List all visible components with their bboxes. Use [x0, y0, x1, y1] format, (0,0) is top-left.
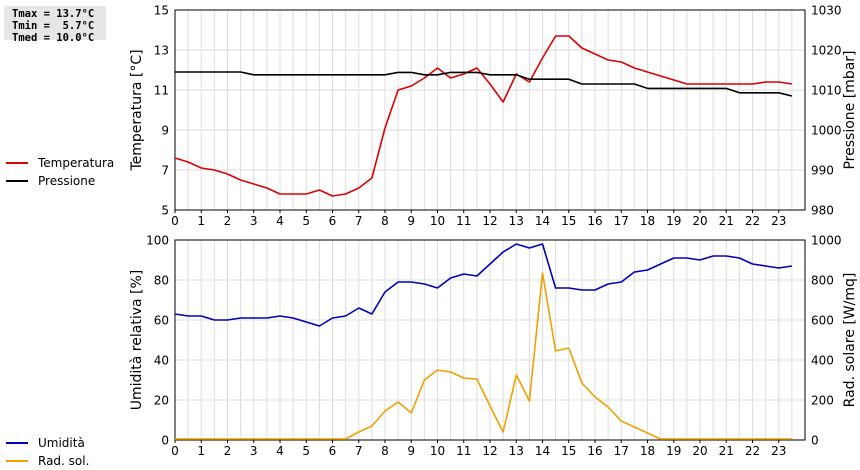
x-tick-label-top: 13 — [509, 214, 524, 228]
y2-tick-label-bottom: 800 — [811, 274, 834, 288]
x-tick-label-top: 16 — [587, 214, 602, 228]
y-tick-label-top: 9 — [161, 124, 169, 138]
x-tick-label-top: 1 — [197, 214, 205, 228]
legend-item-umidita: Umidità — [6, 434, 89, 452]
y2-tick-label-bottom: 1000 — [811, 234, 842, 248]
y-tick-label-top: 5 — [161, 204, 169, 218]
x-tick-label-bottom: 10 — [430, 444, 445, 458]
y2-tick-label-top: 1030 — [811, 4, 842, 18]
x-tick-label-bottom: 5 — [302, 444, 310, 458]
y-tick-label-bottom: 20 — [154, 394, 169, 408]
x-tick-label-top: 8 — [381, 214, 389, 228]
y2-tick-label-bottom: 0 — [811, 434, 819, 448]
x-tick-label-top: 0 — [171, 214, 179, 228]
y-tick-label-bottom: 0 — [161, 434, 169, 448]
y-tick-label-top: 13 — [154, 44, 169, 58]
y2-tick-label-bottom: 400 — [811, 354, 834, 368]
x-tick-label-bottom: 19 — [666, 444, 681, 458]
x-tick-label-top: 20 — [692, 214, 707, 228]
y2-tick-label-bottom: 200 — [811, 394, 834, 408]
x-tick-label-top: 9 — [407, 214, 415, 228]
x-tick-label-bottom: 14 — [535, 444, 550, 458]
y-tick-label-top: 7 — [161, 164, 169, 178]
x-tick-label-bottom: 20 — [692, 444, 707, 458]
stat-tmin: Tmin = 5.7°C — [12, 20, 95, 32]
x-tick-label-top: 11 — [456, 214, 471, 228]
legend-label-pressione: Pressione — [38, 174, 96, 188]
stat-tmed: Tmed = 10.0°C — [12, 32, 95, 44]
stats-box: Tmax = 13.7°C Tmin = 5.7°C Tmed = 10.0°C — [4, 6, 106, 44]
x-tick-label-top: 19 — [666, 214, 681, 228]
y-axis-title-bottom: Umidità relativa [%] — [129, 270, 145, 411]
legend-swatch-pressione — [6, 180, 28, 182]
x-tick-label-bottom: 7 — [355, 444, 363, 458]
x-tick-label-top: 3 — [250, 214, 258, 228]
legend-swatch-temperatura — [6, 162, 28, 164]
x-tick-label-top: 15 — [561, 214, 576, 228]
x-tick-label-bottom: 4 — [276, 444, 284, 458]
x-tick-label-top: 12 — [482, 214, 497, 228]
x-tick-label-top: 17 — [614, 214, 629, 228]
x-tick-label-top: 21 — [719, 214, 734, 228]
x-tick-label-top: 14 — [535, 214, 550, 228]
x-tick-label-bottom: 21 — [719, 444, 734, 458]
y-tick-label-bottom: 100 — [146, 234, 169, 248]
x-tick-label-top: 7 — [355, 214, 363, 228]
x-tick-label-bottom: 1 — [197, 444, 205, 458]
x-tick-label-bottom: 6 — [329, 444, 337, 458]
x-tick-label-bottom: 22 — [745, 444, 760, 458]
y2-axis-title-bottom: Rad. solare [W/mq] — [842, 273, 858, 408]
legend-label-umidita: Umidità — [38, 436, 85, 450]
x-tick-label-bottom: 11 — [456, 444, 471, 458]
legend-swatch-umidita — [6, 442, 28, 444]
x-tick-label-bottom: 8 — [381, 444, 389, 458]
x-tick-label-top: 23 — [771, 214, 786, 228]
x-tick-label-top: 10 — [430, 214, 445, 228]
x-tick-label-top: 18 — [640, 214, 655, 228]
x-tick-label-top: 4 — [276, 214, 284, 228]
y-axis-title-top: Temperatura [°C] — [129, 49, 145, 171]
series-line-temperatura — [174, 35, 793, 197]
x-tick-label-bottom: 9 — [407, 444, 415, 458]
y2-axis-title-top: Pressione [mbar] — [842, 50, 858, 169]
x-tick-label-bottom: 12 — [482, 444, 497, 458]
y2-tick-label-top: 990 — [811, 164, 834, 178]
y2-tick-label-top: 1000 — [811, 124, 842, 138]
x-tick-label-bottom: 18 — [640, 444, 655, 458]
legend-item-temperatura: Temperatura — [6, 154, 114, 172]
y-tick-label-bottom: 60 — [154, 314, 169, 328]
legend-swatch-rad-sol — [6, 460, 28, 462]
legend-item-pressione: Pressione — [6, 172, 114, 190]
x-tick-label-bottom: 17 — [614, 444, 629, 458]
series-line-rad-sol — [175, 272, 792, 440]
x-tick-label-bottom: 15 — [561, 444, 576, 458]
x-tick-label-bottom: 13 — [509, 444, 524, 458]
stat-tmax: Tmax = 13.7°C — [12, 8, 95, 20]
y2-tick-label-top: 1020 — [811, 44, 842, 58]
x-tick-label-bottom: 16 — [587, 444, 602, 458]
x-tick-label-top: 5 — [302, 214, 310, 228]
series-line-pressione — [175, 71, 793, 97]
series-line-umidit — [174, 243, 793, 327]
x-tick-label-top: 22 — [745, 214, 760, 228]
y2-tick-label-bottom: 600 — [811, 314, 834, 328]
legend-temperature-pressure: Temperatura Pressione — [6, 154, 114, 190]
weather-charts: 0 1 2 3 4 5 6 7 8 9 10 11 12 13 14 15 16 17 18 19 20 21 22 2357… — [129, 4, 858, 459]
legend-label-temperatura: Temperatura — [38, 156, 115, 170]
x-tick-label-bottom: 2 — [224, 444, 232, 458]
y-tick-label-bottom: 40 — [154, 354, 169, 368]
x-tick-label-bottom: 3 — [250, 444, 258, 458]
x-tick-label-bottom: 23 — [771, 444, 786, 458]
x-tick-label-bottom: 0 — [171, 444, 179, 458]
y2-tick-label-top: 980 — [811, 204, 834, 218]
y-tick-label-bottom: 80 — [154, 274, 169, 288]
y-tick-label-top: 11 — [154, 84, 169, 98]
x-tick-label-top: 6 — [329, 214, 337, 228]
y2-tick-label-top: 1010 — [811, 84, 842, 98]
y-tick-label-top: 15 — [154, 4, 169, 18]
x-tick-label-top: 2 — [224, 214, 232, 228]
